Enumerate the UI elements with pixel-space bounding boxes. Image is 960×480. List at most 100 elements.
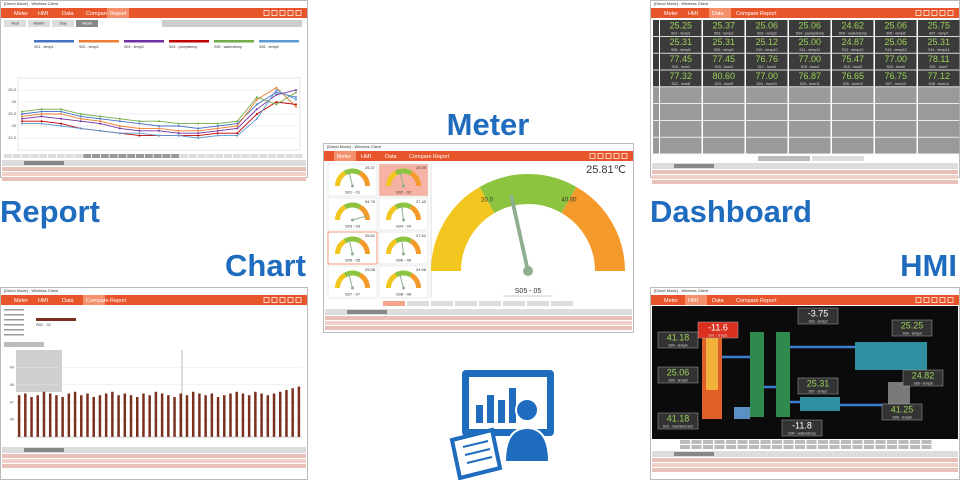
nav-tab[interactable]: HMI [38, 298, 49, 304]
tile [660, 70, 702, 87]
info-line [4, 334, 24, 336]
small-gauge-label: S02 - 02 [396, 190, 412, 195]
nav-tab[interactable]: Compare [736, 298, 759, 304]
nav-tab[interactable]: Report [433, 154, 450, 160]
point [216, 134, 219, 137]
sensor-cell [714, 445, 725, 449]
status-bar [2, 447, 306, 453]
alarm-line [652, 180, 958, 184]
point [40, 122, 43, 125]
tile-value: 25.25 [669, 20, 692, 30]
sensor-cell [737, 440, 748, 444]
period-button[interactable] [76, 20, 98, 27]
sensor-cell [760, 440, 771, 444]
nav-tab[interactable]: Data [62, 298, 75, 304]
nav-tab[interactable]: Compare [86, 298, 109, 304]
reading-label: S06 - temp6 [913, 381, 932, 385]
bar [204, 395, 207, 437]
tile-label: S18 - hum4 [800, 65, 819, 69]
sensor-cell [703, 445, 713, 449]
nav-tab[interactable]: HMI [38, 11, 49, 17]
nav-tab[interactable]: Report [760, 298, 777, 304]
bar [260, 393, 263, 437]
nav-tab-active [107, 8, 129, 18]
window-title: [Direct Mode] - Wireless Client [4, 1, 59, 6]
reading-label: S04 - temp4 [668, 343, 687, 347]
point [236, 122, 239, 125]
sensor-cell [910, 440, 920, 444]
point [255, 98, 258, 101]
sensor-cell [749, 440, 759, 444]
alarm-line [325, 326, 632, 330]
day-cell [285, 154, 294, 158]
legend-entry: S01 - temp1 [34, 45, 54, 49]
tile [789, 36, 831, 53]
period-button[interactable] [4, 20, 26, 27]
nav-tab[interactable]: Report [110, 298, 127, 304]
bar [254, 391, 257, 437]
nav-tab[interactable]: Meter [14, 11, 28, 17]
reading-label: S05 - temp5 [668, 378, 687, 382]
point [275, 89, 278, 91]
point [275, 101, 278, 103]
tile-label: S21 - hum7 [929, 65, 948, 69]
period-button[interactable] [28, 20, 50, 27]
sensor-cell [841, 445, 851, 449]
info-line [4, 319, 24, 321]
point [255, 103, 258, 106]
nav-tab[interactable]: Compare [736, 11, 759, 17]
day-cell [92, 154, 100, 158]
period-button[interactable] [52, 20, 74, 27]
gauge-hub [523, 266, 533, 276]
tile-value: 24.87 [841, 37, 864, 47]
reading-value: 41.18 [667, 413, 690, 423]
nav-tab[interactable]: HMI [688, 11, 699, 17]
row-mini [653, 120, 659, 137]
chart-label: Chart [225, 248, 306, 283]
nav-tab[interactable]: Data [712, 11, 725, 17]
point [60, 108, 63, 111]
sensor-cell [852, 440, 863, 444]
sensor-cell [691, 440, 702, 444]
nav-tab[interactable]: Compare [409, 154, 432, 160]
nav-bar [651, 295, 959, 305]
legend-entry: S06 - temp6 [259, 45, 279, 49]
gauge-tick-label: 20.0 [481, 198, 493, 204]
tile [746, 70, 788, 87]
reading-box [891, 319, 933, 337]
nav-tab[interactable]: Meter [337, 154, 351, 160]
point [158, 120, 160, 123]
tile-empty [746, 104, 788, 120]
tile-value: 76.75 [884, 71, 907, 81]
point [236, 120, 239, 123]
small-gauge-value: 27.43 [416, 199, 427, 204]
sensor-cell [680, 440, 690, 444]
day-cell [74, 154, 83, 158]
y-tick-label: 26.5 [8, 87, 17, 92]
nav-tab[interactable]: HMI [361, 154, 372, 160]
nav-tab[interactable]: Report [110, 11, 127, 17]
nav-tab[interactable]: Meter [664, 11, 678, 17]
nav-tab[interactable]: Data [62, 11, 75, 17]
point [275, 93, 278, 96]
nav-icon [295, 297, 302, 303]
small-gauge-band-low [335, 238, 347, 255]
point [255, 117, 258, 120]
y-tick-label: 49 [10, 364, 15, 369]
tile-value: 25.37 [712, 20, 735, 30]
tile-empty [832, 87, 874, 104]
nav-tab[interactable]: Meter [14, 298, 28, 304]
nav-tab[interactable]: Compare [86, 11, 109, 17]
plant-part [750, 332, 764, 417]
gauge-label: S05 - 05 [515, 288, 542, 295]
nav-tab[interactable]: HMI [688, 298, 699, 304]
nav-icon [931, 10, 938, 16]
small-gauge-hub [402, 286, 405, 290]
nav-tab[interactable]: Meter [664, 298, 678, 304]
nav-tab[interactable]: Data [385, 154, 398, 160]
nav-tab[interactable]: Report [760, 11, 777, 17]
nav-icon [589, 153, 596, 159]
status-station [674, 452, 714, 456]
nav-tab[interactable]: Data [712, 298, 725, 304]
day-cell [180, 154, 188, 158]
